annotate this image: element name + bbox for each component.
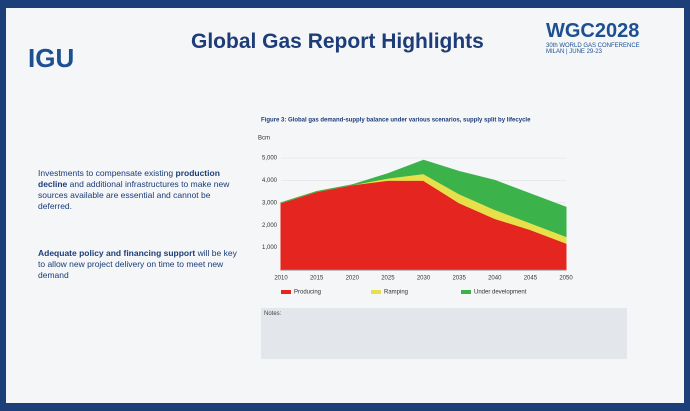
slide: IGU Global Gas Report Highlights WGC2028… [6, 8, 684, 403]
x-tick-label: 2025 [381, 276, 395, 282]
chart: Figure 3: Global gas demand-supply balan… [6, 8, 684, 403]
x-tick-label: 2015 [310, 276, 324, 282]
x-tick-label: 2030 [417, 276, 431, 282]
y-tick-label: 1,000 [262, 245, 278, 251]
legend-swatch [281, 290, 291, 294]
x-tick-label: 2020 [346, 276, 360, 282]
legend-swatch [461, 290, 471, 294]
x-tick-label: 2035 [452, 276, 466, 282]
y-tick-label: 2,000 [262, 223, 278, 229]
y-tick-label: 4,000 [262, 178, 278, 184]
y-axis-label: Bcm [258, 136, 270, 142]
x-tick-label: 2050 [559, 276, 573, 282]
y-tick-label: 3,000 [262, 200, 278, 206]
x-tick-label: 2010 [274, 276, 288, 282]
chart-title: Figure 3: Global gas demand-supply balan… [261, 118, 531, 124]
legend-label: Under development [474, 290, 527, 296]
x-tick-label: 2045 [524, 276, 538, 282]
y-tick-label: 5,000 [262, 156, 278, 162]
x-tick-label: 2040 [488, 276, 502, 282]
legend-label: Producing [294, 290, 321, 296]
legend-swatch [371, 290, 381, 294]
legend-label: Ramping [384, 290, 408, 296]
